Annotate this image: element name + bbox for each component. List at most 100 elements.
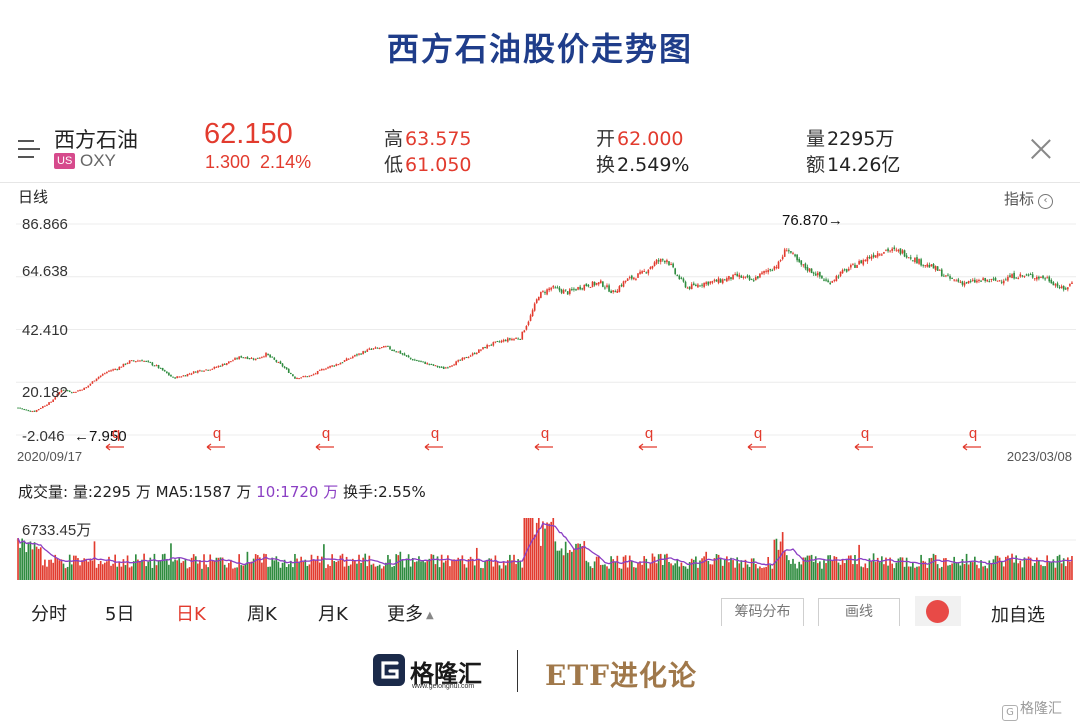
candle [951, 277, 953, 279]
volume-bar [893, 568, 896, 580]
candle [961, 281, 964, 285]
q-marker[interactable]: q [213, 425, 221, 442]
candle [244, 357, 247, 359]
candle [261, 356, 263, 358]
volume-bar [58, 560, 61, 580]
volume-bar [411, 557, 414, 580]
q-marker[interactable]: q [322, 425, 330, 442]
q-marker[interactable]: q [861, 425, 869, 442]
candle [606, 285, 608, 288]
tab-weekly-k[interactable]: 周K [247, 604, 277, 625]
candle [1011, 274, 1013, 278]
volume-bar [292, 567, 294, 580]
candle [845, 269, 848, 272]
volume-current: 量:2295 万 [72, 483, 151, 501]
volume-bar [864, 563, 867, 580]
volume-bar [283, 559, 286, 580]
q-marker[interactable]: q [645, 425, 653, 442]
volume-bar [300, 556, 302, 580]
candle [895, 249, 898, 251]
candle [1005, 279, 1007, 281]
candlestick-chart[interactable]: 86.866 64.638 42.410 20.182 -2.046 76.87… [0, 208, 1080, 474]
candle [116, 369, 119, 371]
volume-chart[interactable]: 6733.45万 [0, 500, 1080, 582]
tab-5day[interactable]: 5日 [105, 604, 135, 625]
draw-line-button[interactable]: 画线 [818, 598, 900, 626]
volume-bar [149, 557, 152, 580]
candle [678, 275, 681, 280]
volume-bar [606, 566, 608, 580]
tab-monthly-k[interactable]: 月K [318, 604, 348, 625]
volume-bar [860, 566, 863, 580]
volume-bar [957, 562, 960, 580]
volume-bar [707, 560, 710, 580]
volume-bar [796, 568, 798, 580]
candle [304, 376, 307, 378]
q-marker[interactable]: q [541, 425, 549, 442]
volume-bar [1056, 556, 1059, 580]
volume-bar [1015, 555, 1017, 580]
volume-bar [608, 568, 610, 580]
candle [436, 365, 439, 368]
menu-icon[interactable] [18, 140, 40, 158]
volume-bar [562, 555, 565, 580]
volume-bar [897, 558, 900, 580]
volume-bar [459, 560, 462, 580]
volume-bar [1058, 554, 1061, 580]
add-watchlist-button[interactable]: 加自选 [991, 605, 1045, 626]
candle [633, 277, 635, 280]
volume-bar [531, 518, 534, 580]
turnover-label: 换 [596, 154, 616, 176]
volume-bar [35, 546, 38, 580]
candle [639, 271, 641, 274]
candle [99, 375, 102, 377]
close-icon[interactable] [1030, 138, 1052, 160]
volume-bar [461, 555, 464, 580]
volume-bar [641, 564, 643, 580]
volume-value: 2295万 [827, 128, 895, 150]
candle [58, 392, 61, 395]
volume-bar [943, 558, 945, 580]
candle [213, 366, 216, 369]
record-button[interactable] [915, 596, 961, 626]
volume-bar [1021, 567, 1024, 580]
volume-bar [230, 559, 232, 580]
volume-bar [885, 557, 887, 580]
volume-bar [920, 554, 922, 580]
candle [329, 365, 331, 368]
volume-bar [620, 568, 623, 580]
volume-bar [217, 557, 220, 580]
volume-bar [821, 568, 823, 580]
candle [478, 349, 480, 353]
candle [672, 263, 674, 268]
volume-bar [664, 554, 666, 580]
candle [909, 257, 912, 259]
q-marker[interactable]: q [431, 425, 439, 442]
candle [664, 260, 666, 263]
volume-bar [422, 560, 424, 580]
q-marker[interactable]: q [969, 425, 977, 442]
candle [31, 411, 34, 413]
tab-intraday[interactable]: 分时 [31, 604, 67, 625]
volume-bar [967, 564, 970, 580]
candle [866, 257, 869, 262]
candle [635, 278, 637, 280]
tab-more[interactable]: 更多 ▲ [387, 600, 434, 626]
chip-distribution-button[interactable]: 筹码分布 [721, 598, 804, 626]
change-percent: 2.14% [260, 152, 312, 172]
volume-bar [500, 568, 503, 580]
indicator-button[interactable]: 指标 ‹ [1004, 188, 1054, 209]
candle [314, 373, 317, 375]
tab-daily-k[interactable]: 日K [176, 604, 206, 625]
candle [230, 361, 232, 363]
volume-bar [874, 562, 877, 580]
q-marker[interactable]: q [754, 425, 762, 442]
q-marker[interactable]: q [112, 425, 120, 442]
max-price-annotation: 76.870→ [782, 212, 843, 229]
volume-bar [595, 556, 598, 580]
volume-bar [358, 554, 360, 580]
volume-bar [814, 556, 817, 580]
candle [544, 292, 546, 294]
candle [659, 258, 662, 262]
volume-bar [380, 568, 383, 580]
